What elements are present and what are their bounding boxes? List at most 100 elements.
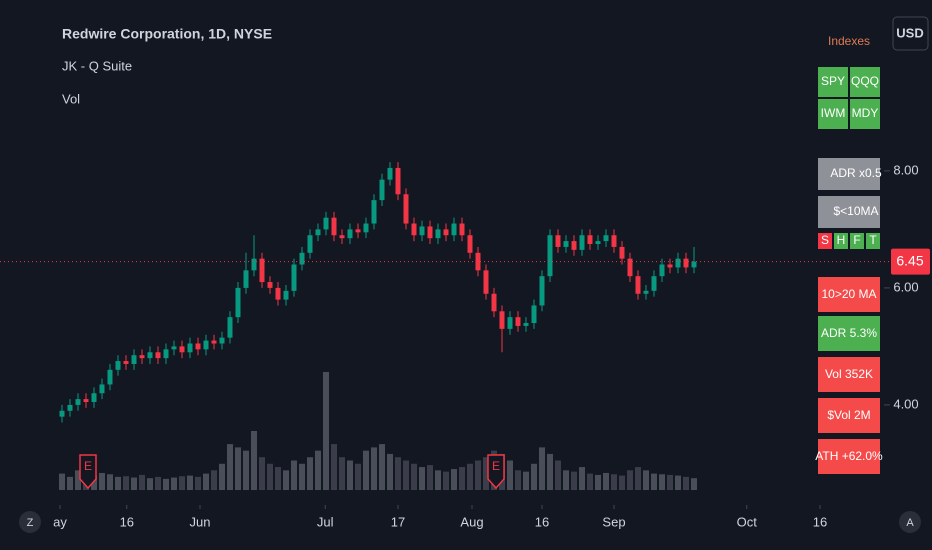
volume-bar: [451, 469, 457, 490]
index-cell: [850, 99, 880, 129]
candle-body: [171, 346, 177, 350]
candle-body: [547, 235, 553, 277]
volume-bar: [291, 460, 297, 490]
volume-label: Vol: [62, 91, 80, 106]
volume-bar: [395, 457, 401, 490]
volume-bar: [651, 473, 657, 490]
volume-bar: [283, 470, 289, 490]
volume-bar: [107, 474, 113, 490]
candle-body: [331, 217, 337, 236]
candle-body: [539, 276, 545, 306]
volume-bar: [267, 463, 273, 490]
candle-body: [387, 167, 393, 180]
candle-body: [203, 340, 209, 350]
x-tick-label: 16: [120, 514, 134, 529]
volume-bar: [59, 473, 65, 490]
volume-bar: [315, 450, 321, 490]
flag-cell: [866, 233, 880, 249]
volume-bar: [219, 463, 225, 490]
chart-title: Redwire Corporation, 1D, NYSE: [62, 26, 272, 42]
volume-bar: [579, 467, 585, 490]
volume-bar: [211, 470, 217, 490]
plot-area: 8.00 6.00 4.00 ay 16 Jun Jul 17 Aug 16 Sep Oct 16 E E: [0, 162, 919, 529]
y-tick-label: 8.00: [893, 162, 918, 177]
volume-bar: [195, 476, 201, 490]
index-label: MDY: [852, 106, 879, 120]
check-cell: [818, 196, 880, 228]
flag-label: T: [869, 233, 877, 247]
candle-body: [299, 252, 305, 265]
candle-body: [99, 384, 105, 394]
candle-body: [219, 337, 225, 344]
candle-body: [355, 229, 361, 233]
volume-bar: [467, 463, 473, 490]
volume-bar: [683, 476, 689, 490]
volume-bar: [323, 372, 329, 490]
candle-body: [307, 235, 313, 253]
volume-bar: [251, 431, 257, 490]
y-tick-label: 6.00: [893, 279, 918, 294]
volume-bar: [203, 473, 209, 490]
volume-bar: [147, 478, 153, 490]
candle-body: [491, 293, 497, 312]
stat-label: $Vol 2M: [827, 408, 870, 422]
volume-bar: [443, 471, 449, 490]
index-cell: [818, 67, 848, 97]
flag-cell: [818, 233, 832, 249]
volume-bar: [531, 463, 537, 490]
candle-body: [475, 252, 481, 271]
y-tick-label: 4.00: [893, 396, 918, 411]
volume-bar: [243, 450, 249, 490]
candle-body: [555, 235, 561, 247]
volume-bar: [587, 473, 593, 490]
candle-body: [179, 346, 185, 353]
volume-bar: [91, 475, 97, 490]
candle-body: [427, 226, 433, 239]
candle-body: [531, 305, 537, 324]
volume-bar: [123, 476, 129, 490]
volume-bar: [227, 444, 233, 490]
currency-button[interactable]: [892, 16, 929, 51]
candle-body: [595, 241, 601, 245]
volume-bar: [259, 457, 265, 490]
candle-body: [115, 361, 121, 370]
candle-body: [91, 393, 97, 403]
volume-bar: [627, 470, 633, 490]
index-label: QQQ: [851, 74, 879, 88]
candle-body: [611, 235, 617, 247]
price-tag: [891, 248, 930, 275]
volume-bar: [643, 470, 649, 490]
x-tick-label: ay: [53, 514, 67, 529]
x-tick-label: Aug: [460, 514, 483, 529]
candle-body: [123, 361, 129, 364]
candle-body: [451, 223, 457, 236]
candle-body: [499, 311, 505, 329]
volume-bar: [187, 475, 193, 490]
index-label: SPY: [821, 74, 845, 88]
candle-body: [459, 223, 465, 236]
volume-bar: [131, 477, 137, 490]
candle-body: [643, 290, 649, 294]
stat-cell: [818, 277, 880, 312]
info-panel: Indexes SPY QQQ IWM MDY ADR x0.5 $<10MA …: [815, 34, 883, 474]
x-tick-label: Jul: [317, 514, 334, 529]
volume-bar: [667, 474, 673, 490]
zoom-button[interactable]: [19, 511, 41, 533]
candle-body: [403, 194, 409, 224]
zoom-label: Z: [27, 517, 34, 529]
volume-bar: [483, 457, 489, 490]
flag-label: F: [853, 233, 860, 247]
x-tick-label: 16: [813, 514, 827, 529]
auto-button[interactable]: [899, 511, 921, 533]
candle-body: [571, 241, 577, 250]
x-tick-label: Jun: [190, 514, 211, 529]
volume-bar: [539, 447, 545, 490]
volume-bar: [379, 444, 385, 490]
candle-body: [443, 229, 449, 236]
candle-body: [507, 317, 513, 329]
volume-bar: [299, 463, 305, 490]
volume-bar: [155, 476, 161, 490]
panel-title: Indexes: [828, 34, 870, 48]
volume-bar: [459, 467, 465, 490]
volume-bar: [595, 474, 601, 490]
